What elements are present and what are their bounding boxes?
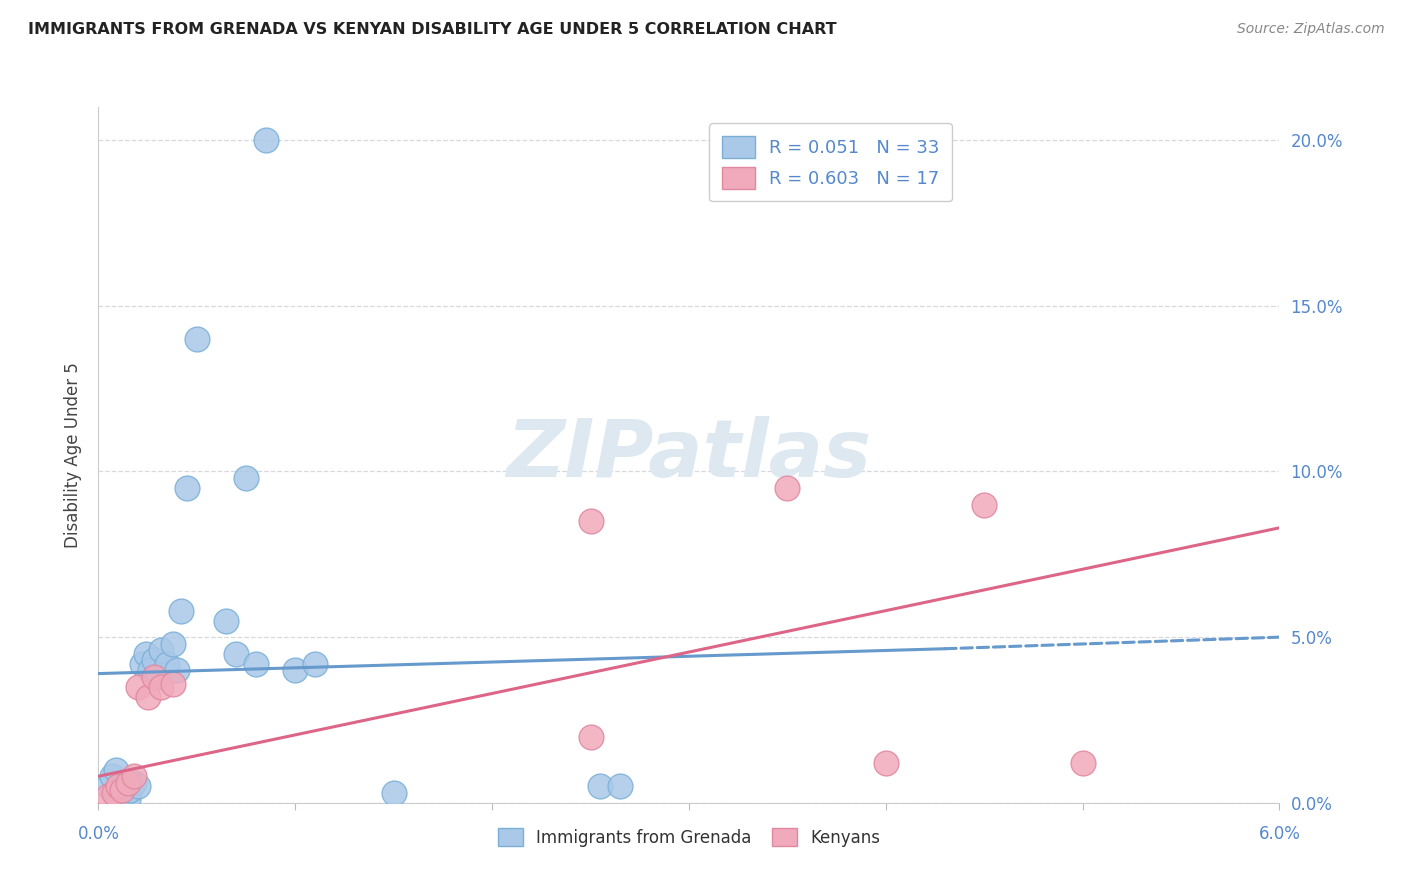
Point	[875, 756, 897, 770]
Point	[254, 133, 277, 147]
Point	[235, 471, 257, 485]
Point	[117, 776, 139, 790]
Point	[127, 680, 149, 694]
Point	[304, 657, 326, 671]
Legend: Immigrants from Grenada, Kenyans: Immigrants from Grenada, Kenyans	[491, 822, 887, 854]
Point	[136, 690, 159, 704]
Point	[176, 481, 198, 495]
Point	[186, 332, 208, 346]
Point	[97, 779, 120, 793]
Point	[111, 782, 134, 797]
Y-axis label: Disability Age Under 5: Disability Age Under 5	[63, 362, 82, 548]
Point	[215, 614, 238, 628]
Point	[135, 647, 157, 661]
Point	[103, 786, 125, 800]
Point	[166, 663, 188, 677]
Point	[122, 769, 145, 783]
Point	[609, 779, 631, 793]
Text: 0.0%: 0.0%	[77, 825, 120, 843]
Point	[245, 657, 267, 671]
Text: Source: ZipAtlas.com: Source: ZipAtlas.com	[1237, 22, 1385, 37]
Point	[170, 604, 193, 618]
Point	[97, 789, 120, 804]
Point	[162, 637, 184, 651]
Point	[150, 680, 173, 694]
Point	[142, 653, 165, 667]
Point	[284, 663, 307, 677]
Point	[579, 730, 602, 744]
Point	[117, 792, 139, 806]
Point	[150, 643, 173, 657]
Point	[122, 776, 145, 790]
Point	[103, 786, 125, 800]
Point	[107, 779, 129, 793]
Point	[382, 786, 405, 800]
Point	[156, 657, 179, 671]
Text: IMMIGRANTS FROM GRENADA VS KENYAN DISABILITY AGE UNDER 5 CORRELATION CHART: IMMIGRANTS FROM GRENADA VS KENYAN DISABI…	[28, 22, 837, 37]
Point	[162, 676, 184, 690]
Point	[127, 779, 149, 793]
Text: ZIPatlas: ZIPatlas	[506, 416, 872, 494]
Point	[225, 647, 247, 661]
Point	[1071, 756, 1094, 770]
Point	[101, 769, 124, 783]
Point	[105, 763, 128, 777]
Point	[138, 663, 160, 677]
Point	[579, 514, 602, 528]
Point	[589, 779, 612, 793]
Point	[146, 670, 169, 684]
Point	[142, 670, 165, 684]
Point	[111, 779, 134, 793]
Point	[115, 786, 138, 800]
Point	[131, 657, 153, 671]
Point	[776, 481, 799, 495]
Point	[973, 498, 995, 512]
Text: 6.0%: 6.0%	[1258, 825, 1301, 843]
Point	[118, 782, 141, 797]
Point	[107, 789, 129, 804]
